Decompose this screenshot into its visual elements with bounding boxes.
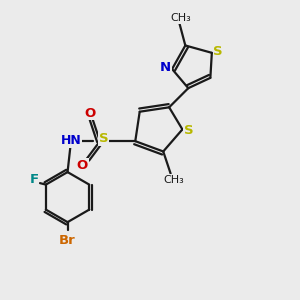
Text: CH₃: CH₃ [170, 13, 191, 23]
Text: CH₃: CH₃ [164, 175, 184, 185]
Text: Br: Br [59, 235, 76, 248]
Text: S: S [184, 124, 194, 137]
Text: HN: HN [61, 134, 82, 147]
Text: O: O [84, 107, 95, 120]
Text: S: S [99, 132, 108, 145]
Text: S: S [214, 45, 223, 58]
Text: N: N [160, 61, 171, 74]
Text: F: F [29, 173, 39, 186]
Text: O: O [77, 159, 88, 172]
